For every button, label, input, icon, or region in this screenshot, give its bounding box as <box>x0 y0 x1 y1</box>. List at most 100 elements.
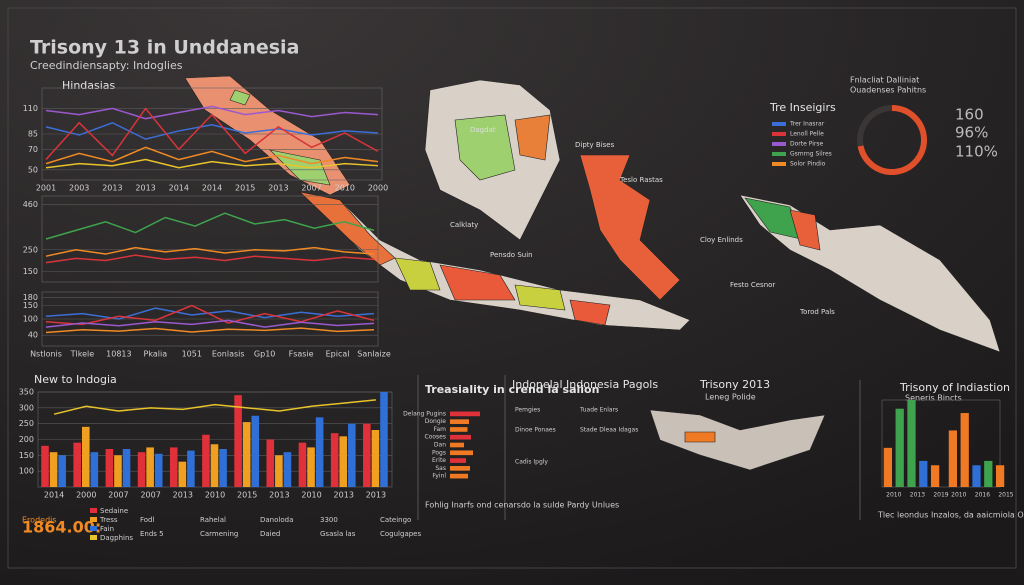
title: Trisony 13 in Unddanesia <box>30 37 299 59</box>
x-tick-label: 2013 <box>135 184 155 193</box>
bar <box>251 415 260 487</box>
legend-swatch <box>90 526 97 531</box>
donut-segment <box>857 105 927 175</box>
line <box>45 254 375 264</box>
legend-swatch <box>772 162 786 166</box>
legend-label: Trer Inasrar <box>789 121 825 128</box>
bar <box>960 413 969 487</box>
map-label: Teslo Rastas <box>619 176 663 184</box>
bar <box>883 447 893 487</box>
bar <box>73 442 81 487</box>
line <box>45 158 379 169</box>
footer-label: Cogulgapes <box>380 530 421 538</box>
legend-label: Lenoll Pelle <box>790 131 824 138</box>
legend-label: Cadis Ipgly <box>515 459 548 466</box>
bar <box>234 395 242 487</box>
y-tick-label: 70 <box>28 145 38 154</box>
line <box>45 246 375 257</box>
x-tick-label: 10813 <box>106 350 131 359</box>
map-label: Festo Cesnor <box>730 281 775 289</box>
legend-label: Sedaine <box>100 507 128 515</box>
small-map-region <box>684 431 716 443</box>
x-tick-label: 2015 <box>237 491 257 500</box>
legend-swatch <box>90 508 97 513</box>
x-tick-label: Fsasie <box>289 350 314 359</box>
panel-subtitle: Leneg Polide <box>705 393 756 402</box>
x-tick-label: 2014 <box>202 184 222 193</box>
line <box>53 399 376 415</box>
bar <box>219 449 227 487</box>
x-tick-label: Gp10 <box>254 350 275 359</box>
bar <box>371 430 380 487</box>
bar <box>450 434 471 440</box>
island <box>579 154 681 301</box>
line <box>45 121 379 140</box>
bar <box>450 411 480 417</box>
bar <box>307 447 315 487</box>
bar <box>242 422 251 487</box>
y-tick-label: 100 <box>23 315 38 324</box>
x-tick-label: Nstlonis <box>30 350 62 359</box>
bar <box>298 442 307 487</box>
footer-label: Cateingo <box>380 516 411 524</box>
y-tick-label: Delang Pugins <box>403 410 446 417</box>
x-tick-label: 2013 <box>910 492 925 499</box>
bar <box>995 465 1005 487</box>
x-tick-label: 2013 <box>334 491 354 500</box>
footer-label: Fodl <box>140 516 155 524</box>
x-tick-label: 2014 <box>169 184 189 193</box>
legend-label: Tress <box>99 516 118 524</box>
plot-frame <box>41 195 379 283</box>
bar <box>114 455 122 487</box>
y-tick-label: Sas <box>435 465 446 472</box>
kpi-value: 96% <box>955 124 988 142</box>
x-tick-label: 1051 <box>182 350 202 359</box>
bar <box>137 452 146 487</box>
note: Tlec leondus Inzalos, da aaicmiola Opsin… <box>877 511 1024 520</box>
legend-label: Tuade Enlars <box>579 407 618 414</box>
x-tick-label: 2000 <box>76 491 96 500</box>
map-label: Cloy Enlinds <box>700 236 743 244</box>
panel-title: Tre Inseigirs <box>769 101 836 114</box>
x-tick-label: Eonlasis <box>212 350 245 359</box>
plot-frame <box>41 87 383 181</box>
footer-label: Danoloda <box>260 516 293 524</box>
kpi-label: Erodedis <box>22 516 57 525</box>
bar <box>348 423 356 487</box>
bar <box>178 461 187 487</box>
y-tick-label: 250 <box>19 419 34 428</box>
bar <box>266 439 275 487</box>
y-tick-label: 460 <box>23 200 38 209</box>
chart-title: New to Indogia <box>34 373 117 386</box>
x-tick-label: Sanlaize <box>357 350 391 359</box>
x-tick-label: 2007 <box>108 491 128 500</box>
region <box>394 257 566 311</box>
legend-swatch <box>90 535 97 540</box>
legend-swatch <box>90 517 97 522</box>
chart-subtitle: Seneris Bincts <box>905 394 962 403</box>
bar <box>450 427 468 432</box>
footer-label: Ends 5 <box>140 530 164 538</box>
y-tick-label: 100 <box>19 467 34 476</box>
x-tick-label: Tlkele <box>70 350 95 359</box>
map-label: Calklaty <box>450 221 478 229</box>
x-tick-label: 2010 <box>335 184 355 193</box>
bar <box>81 426 90 487</box>
legend-label: Dinoe Ponaes <box>515 427 556 434</box>
map-label: Pensdo Suin <box>490 251 533 259</box>
note: Fohlig Inarfs ond cenarsdo la sulde Pard… <box>425 501 619 510</box>
chart-title: Hindasias <box>62 79 116 92</box>
frame <box>7 7 1017 569</box>
legend-swatch <box>772 132 786 136</box>
x-tick-label: 2010 <box>951 492 966 499</box>
bar <box>58 455 66 487</box>
x-tick-label: 2013 <box>268 184 288 193</box>
x-tick-label: 2019 <box>933 492 948 499</box>
map-label: Dagdat <box>470 126 496 134</box>
region <box>454 114 516 181</box>
line <box>45 212 375 240</box>
bar <box>450 473 468 479</box>
bar <box>450 458 466 463</box>
bar <box>315 417 324 487</box>
